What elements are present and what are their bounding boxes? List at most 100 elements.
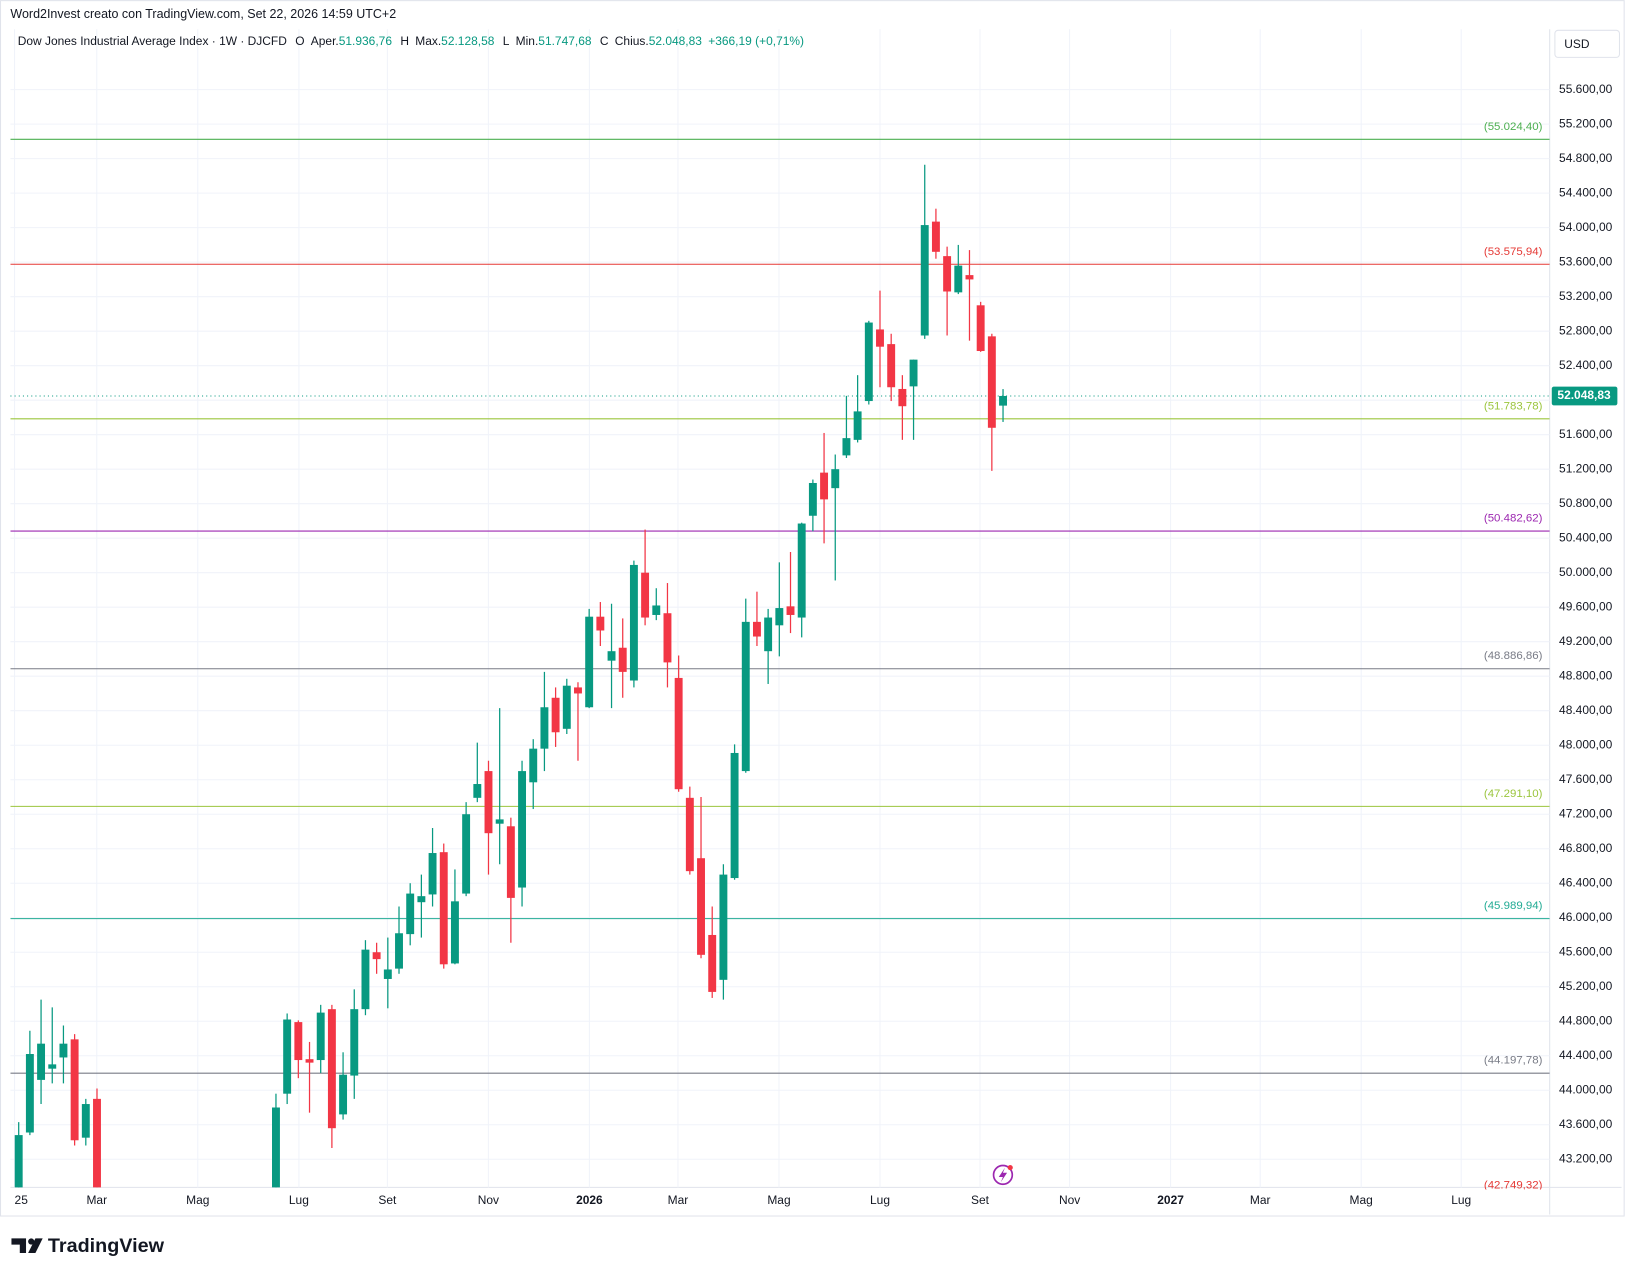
x-tick-label: Mar xyxy=(86,1193,107,1207)
candle-body xyxy=(316,1012,325,1061)
candle-body xyxy=(48,1064,57,1069)
candle-body xyxy=(562,685,571,729)
x-tick-label: Set xyxy=(971,1193,990,1207)
candle-body xyxy=(574,687,582,694)
candle-body xyxy=(551,697,560,733)
y-tick-label: 47.600,00 xyxy=(1559,772,1613,786)
candle-body xyxy=(495,819,504,824)
brand: TradingView xyxy=(48,1235,165,1257)
x-tick-label: Mag xyxy=(1350,1193,1373,1207)
y-tick-label: 53.200,00 xyxy=(1559,289,1613,303)
ohlc-legend: Dow Jones Industrial Average Index · 1W … xyxy=(18,34,804,48)
candle-body xyxy=(674,677,683,790)
candle-body xyxy=(797,523,806,618)
candle-body xyxy=(909,359,918,387)
candle-body xyxy=(920,225,929,336)
alert-bolt[interactable] xyxy=(998,1167,1008,1183)
candle-body xyxy=(741,621,750,772)
candle-body xyxy=(372,952,381,960)
candle-body xyxy=(439,852,448,965)
chart-frame xyxy=(0,0,1625,1217)
attribution: Word2Invest creato con TradingView.com, … xyxy=(10,7,396,21)
candle-body xyxy=(339,1074,348,1115)
currency-label[interactable]: USD xyxy=(1564,37,1590,51)
candle-body xyxy=(81,1104,90,1138)
legend-key: C xyxy=(600,34,609,48)
candle-body xyxy=(786,606,795,615)
candle-body xyxy=(685,797,694,872)
candle-body xyxy=(272,1107,280,1188)
candle-body xyxy=(484,771,493,834)
candle-body xyxy=(629,564,638,681)
candle-body xyxy=(898,388,907,407)
candle-body xyxy=(775,608,784,626)
candle-body xyxy=(831,469,840,489)
candle-body xyxy=(618,647,627,672)
level-label: (42.749,32) xyxy=(1484,1180,1543,1192)
level-label: (51.783,78) xyxy=(1484,400,1543,412)
legend-name: Aper. xyxy=(311,34,339,48)
legend-name: Max. xyxy=(415,34,441,48)
y-tick-label: 53.600,00 xyxy=(1559,254,1613,268)
candle-body xyxy=(383,969,392,979)
y-tick-label: 55.600,00 xyxy=(1559,82,1613,96)
y-tick-label: 47.200,00 xyxy=(1559,806,1613,820)
candle-body xyxy=(965,275,974,280)
y-tick-label: 49.600,00 xyxy=(1559,599,1613,613)
candle-body xyxy=(663,613,672,663)
legend-name: Min. xyxy=(516,34,539,48)
candle-body xyxy=(462,814,471,894)
y-tick-label: 44.400,00 xyxy=(1559,1048,1613,1062)
x-tick-label: Lug xyxy=(870,1193,890,1207)
y-tick-label: 51.200,00 xyxy=(1559,461,1613,475)
alert-dot[interactable] xyxy=(1007,1164,1013,1171)
candle-body xyxy=(14,1135,23,1188)
currency-button[interactable] xyxy=(1554,29,1620,58)
legend-value: 52.128,58 xyxy=(441,34,495,48)
y-tick-label: 54.000,00 xyxy=(1559,220,1613,234)
candle-body xyxy=(585,616,594,708)
x-tick-label: Nov xyxy=(1059,1193,1080,1207)
candle-body xyxy=(987,336,996,428)
y-tick-label: 50.000,00 xyxy=(1559,565,1613,579)
candle-body xyxy=(842,438,851,456)
logo-shape xyxy=(28,1238,43,1253)
candle-body xyxy=(853,411,862,440)
candle-body xyxy=(518,771,527,888)
brand-logo xyxy=(11,1238,43,1253)
alert-icon[interactable] xyxy=(992,1164,1014,1186)
candle-body xyxy=(395,933,403,969)
candle-body xyxy=(59,1043,68,1058)
x-tick-label: Lug xyxy=(1451,1193,1471,1207)
level-label: (44.197,78) xyxy=(1484,1055,1543,1067)
x-tick-label: Set xyxy=(378,1193,397,1207)
y-tick-label: 45.600,00 xyxy=(1559,944,1613,958)
x-tick-label: 2027 xyxy=(1157,1193,1184,1207)
candle-body xyxy=(327,1009,336,1129)
legend-title: Dow Jones Industrial Average Index · 1W … xyxy=(18,34,288,48)
candle-body xyxy=(943,256,952,292)
logo-shape xyxy=(28,1238,35,1245)
candle-body xyxy=(540,707,549,749)
levels-group: (55.024,40) (53.575,94) (51.783,78) (50.482… xyxy=(10,121,1550,1192)
y-tick-label: 49.200,00 xyxy=(1559,634,1613,648)
candle-body xyxy=(999,395,1007,406)
y-tick-label: 46.400,00 xyxy=(1559,875,1613,889)
alert-circle[interactable] xyxy=(992,1164,1014,1186)
x-tick-label: Mag xyxy=(767,1193,790,1207)
candle-body xyxy=(887,344,896,388)
level-label: (53.575,94) xyxy=(1484,246,1543,258)
candle-body xyxy=(70,1039,79,1141)
last-price-box xyxy=(1551,386,1618,406)
candle-body xyxy=(294,1022,303,1061)
candle-body xyxy=(752,621,761,637)
y-tick-label: 52.800,00 xyxy=(1559,323,1613,337)
level-label: (47.291,10) xyxy=(1484,788,1543,800)
candle-body xyxy=(976,305,985,352)
candle-body xyxy=(719,874,728,980)
legend-value: 51.936,76 xyxy=(339,34,393,48)
candle-body xyxy=(697,858,705,955)
candle-body xyxy=(730,752,739,879)
y-tick-label: 43.200,00 xyxy=(1559,1151,1613,1165)
